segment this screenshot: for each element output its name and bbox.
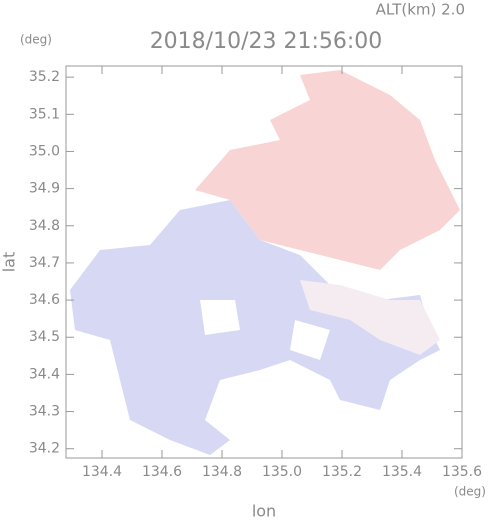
- blank-hole: [290, 320, 330, 360]
- axes: 134.4 134.6 134.8 135.0 135.2 135.4 135.6 34.2 3…: [29, 66, 482, 480]
- altitude-label: ALT(km) 2.0: [376, 1, 465, 19]
- y-tick-label: 34.8: [29, 218, 60, 234]
- y-unit: (deg): [20, 33, 52, 47]
- x-tick-label: 135.4: [382, 464, 422, 480]
- velocity-field: [70, 70, 460, 455]
- x-tick-label: 135.6: [442, 464, 482, 480]
- receding-area: [195, 70, 460, 270]
- y-axis-label: lat: [0, 252, 19, 273]
- y-tick-label: 35.1: [29, 106, 60, 122]
- x-tick-label: 134.4: [82, 464, 122, 480]
- y-tick-label: 35.0: [29, 143, 60, 159]
- faint-area: [300, 280, 440, 355]
- x-tick-label: 134.6: [142, 464, 182, 480]
- x-tick-label: 135.0: [262, 464, 302, 480]
- blank-hole: [200, 300, 240, 335]
- y-tick-label: 34.3: [29, 404, 60, 420]
- approaching-area: [70, 200, 440, 455]
- x-tick-label: 134.8: [202, 464, 242, 480]
- y-tick-label: 34.7: [29, 255, 60, 271]
- y-tick-label: 34.2: [29, 441, 60, 457]
- y-tick-label: 34.9: [29, 181, 60, 197]
- y-tick-label: 35.2: [29, 69, 60, 85]
- x-unit: (deg): [454, 485, 486, 499]
- x-axis-label: lon: [252, 502, 276, 521]
- y-tick-label: 34.5: [29, 329, 60, 345]
- y-tick-label: 34.6: [29, 292, 60, 308]
- chart-title: 2018/10/23 21:56:00: [150, 29, 383, 54]
- plot-frame: [65, 65, 463, 459]
- x-tick-label: 135.2: [322, 464, 362, 480]
- y-tick-label: 34.4: [29, 366, 60, 382]
